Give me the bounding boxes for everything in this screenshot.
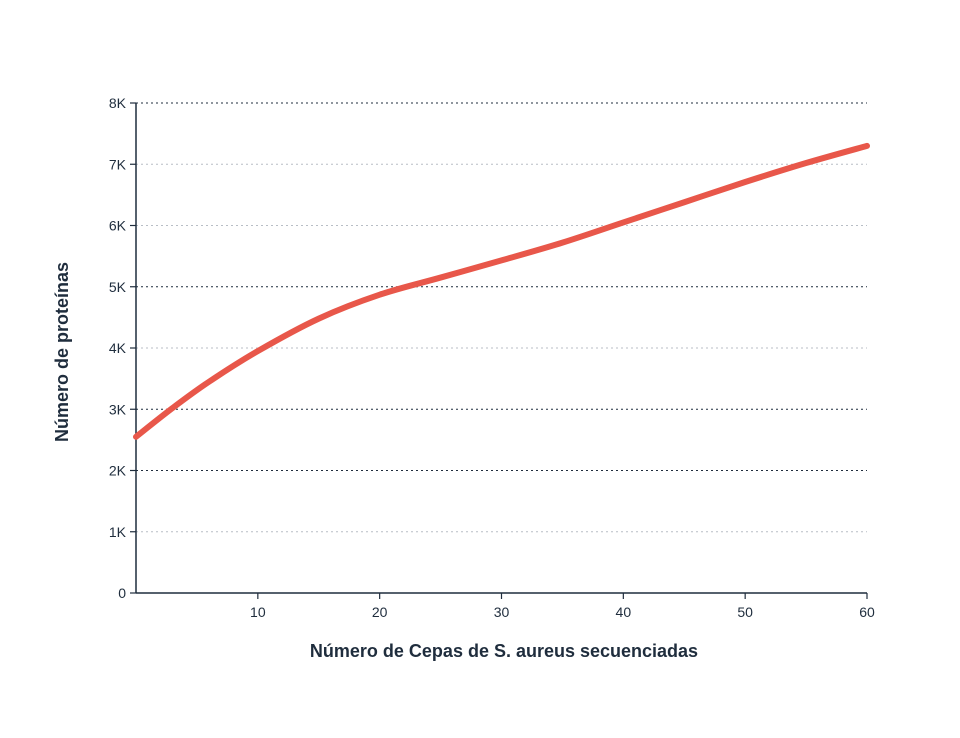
- y-tick-label-7K: 7K: [109, 156, 127, 172]
- x-axis-title: Número de Cepas de S. aureus secuenciada…: [310, 641, 698, 661]
- x-tick-label-10: 10: [250, 604, 266, 620]
- y-tick-label-1K: 1K: [109, 524, 127, 540]
- y-axis-title: Número de proteínas: [52, 262, 72, 442]
- series-line-0: [133, 142, 870, 440]
- y-tick-label-8K: 8K: [109, 95, 127, 111]
- y-axis-ticks: 0 1K 2K 3K 4K 5K 6K 7K 8K: [109, 95, 136, 601]
- series: [133, 142, 870, 440]
- y-tick-label-5K: 5K: [109, 279, 127, 295]
- y-tick-label-6K: 6K: [109, 218, 127, 234]
- gridlines: [136, 102, 867, 533]
- x-tick-label-40: 40: [616, 604, 632, 620]
- x-tick-label-60: 60: [859, 604, 875, 620]
- y-tick-label-4K: 4K: [109, 340, 127, 356]
- y-tick-label-3K: 3K: [109, 401, 127, 417]
- x-tick-label-30: 30: [494, 604, 510, 620]
- x-axis-ticks: 10 20 30 40 50 60: [250, 593, 875, 620]
- y-tick-label-2K: 2K: [109, 463, 127, 479]
- x-tick-label-50: 50: [737, 604, 753, 620]
- y-tick-label-0: 0: [118, 585, 126, 601]
- x-tick-label-20: 20: [372, 604, 388, 620]
